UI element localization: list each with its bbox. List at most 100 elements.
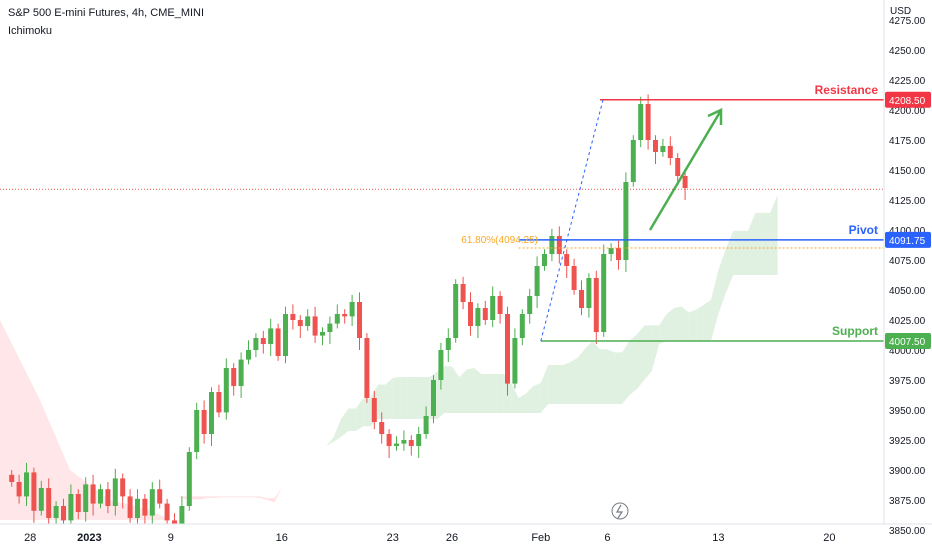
y-tick-label: 4125.00: [889, 196, 926, 207]
candle: [209, 387, 214, 446]
ichimoku-cloud-segment: [459, 369, 467, 413]
candle: [579, 280, 584, 316]
candle: [497, 291, 503, 324]
ichimoku-cloud-segment: [703, 299, 711, 341]
ichimoku-cloud-segment: [762, 212, 771, 275]
y-tick-label: 4100.00: [889, 226, 926, 237]
candle: [660, 138, 666, 157]
ichimoku-cloud-segment: [341, 408, 349, 437]
ichimoku-cloud-segment: [296, 458, 304, 467]
candle: [24, 462, 29, 506]
ichimoku-cloud-segment: [681, 306, 689, 341]
candle: [549, 228, 555, 262]
candle: [490, 286, 496, 328]
projection-arrow-line: [648, 111, 722, 231]
y-tick-label: 3925.00: [889, 436, 926, 447]
candle: [98, 484, 103, 509]
y-tick-label: 3950.00: [889, 406, 926, 417]
y-tick-label: 4275.00: [889, 16, 926, 27]
candle: [164, 498, 170, 524]
x-tick-label: 20: [823, 532, 835, 544]
chart-title: S&P 500 E-mini Futures, 4h, CME_MINI: [8, 7, 205, 19]
candle: [630, 135, 636, 187]
lightning-icon[interactable]: [611, 502, 629, 520]
candle: [172, 513, 177, 524]
candle: [386, 429, 392, 458]
candle: [623, 172, 629, 272]
candle: [564, 249, 570, 278]
currency-label: USD: [890, 6, 912, 17]
fib-label: 61.80%(4094.25): [461, 235, 538, 246]
ichimoku-cloud-segment: [281, 467, 290, 488]
candle: [423, 406, 429, 439]
candle: [675, 153, 681, 186]
candle: [38, 480, 44, 516]
level-price-tag-resistance: [885, 91, 931, 108]
ichimoku-cloud-segment: [207, 496, 216, 498]
ichimoku-cloud-segment: [592, 341, 600, 404]
ichimoku-cloud-left: [0, 320, 170, 520]
y-tick-label: 4000.00: [889, 346, 926, 357]
x-tick-label: 26: [446, 532, 458, 544]
ichimoku-cloud-segment: [200, 496, 208, 500]
indicator-label[interactable]: Ichimoku: [8, 25, 53, 37]
candle: [297, 315, 303, 338]
ichimoku-cloud-segment: [585, 341, 593, 404]
candle: [186, 447, 192, 511]
x-tick-label: 6: [604, 532, 610, 544]
candle: [445, 328, 451, 362]
candle: [653, 135, 658, 164]
ichimoku-cloud-segment: [348, 408, 356, 431]
ichimoku-cloud-segment: [326, 437, 334, 446]
level-name-resistance: Resistance: [815, 83, 879, 97]
ichimoku-cloud-segment: [178, 496, 186, 500]
candle: [601, 244, 607, 337]
ichimoku-cloud-segment: [614, 352, 623, 404]
y-tick-label: 4150.00: [889, 166, 926, 177]
ichimoku-cloud-segment: [711, 269, 719, 341]
x-tick-label: 9: [168, 532, 174, 544]
x-tick-label: 16: [276, 532, 288, 544]
ichimoku-cloud-segment: [311, 446, 319, 458]
ichimoku-cloud-segment: [355, 398, 364, 431]
ichimoku-cloud-segment: [666, 308, 674, 341]
candle: [83, 477, 89, 522]
ichimoku-cloud-segment: [629, 334, 637, 395]
candle: [31, 467, 37, 523]
y-tick-label: 4175.00: [889, 136, 926, 147]
y-tick-label: 4025.00: [889, 316, 926, 327]
candle: [542, 249, 547, 271]
ichimoku-cloud-segment: [267, 498, 275, 503]
candle: [75, 489, 81, 520]
candle: [283, 306, 288, 364]
y-tick-label: 4075.00: [889, 256, 926, 267]
x-tick-label: Feb: [531, 532, 550, 544]
ichimoku-cloud-segment: [444, 365, 452, 413]
candle: [142, 494, 148, 524]
ichimoku-cloud-segment: [415, 377, 423, 419]
candle: [135, 489, 140, 524]
candle: [246, 340, 251, 365]
candle: [357, 292, 362, 350]
candle: [334, 304, 340, 329]
level-price-label: 4007.50: [889, 337, 926, 348]
ichimoku-cloud-segment: [452, 366, 460, 413]
candle: [534, 256, 540, 308]
ichimoku-cloud-segment: [600, 349, 608, 404]
ichimoku-cloud-segment: [555, 365, 563, 404]
ichimoku-cloud-segment: [259, 496, 267, 500]
ichimoku-cloud-segment: [526, 386, 534, 413]
candle: [460, 276, 466, 310]
candle: [320, 327, 325, 346]
candle: [371, 390, 377, 430]
candle: [268, 318, 274, 356]
candle: [645, 94, 651, 150]
candle: [616, 240, 621, 270]
candle: [349, 294, 355, 326]
candle: [275, 323, 281, 361]
ichimoku-cloud-segment: [607, 349, 615, 404]
ichimoku-cloud-segment: [252, 496, 260, 498]
candle: [90, 474, 96, 516]
candle: [194, 402, 200, 460]
